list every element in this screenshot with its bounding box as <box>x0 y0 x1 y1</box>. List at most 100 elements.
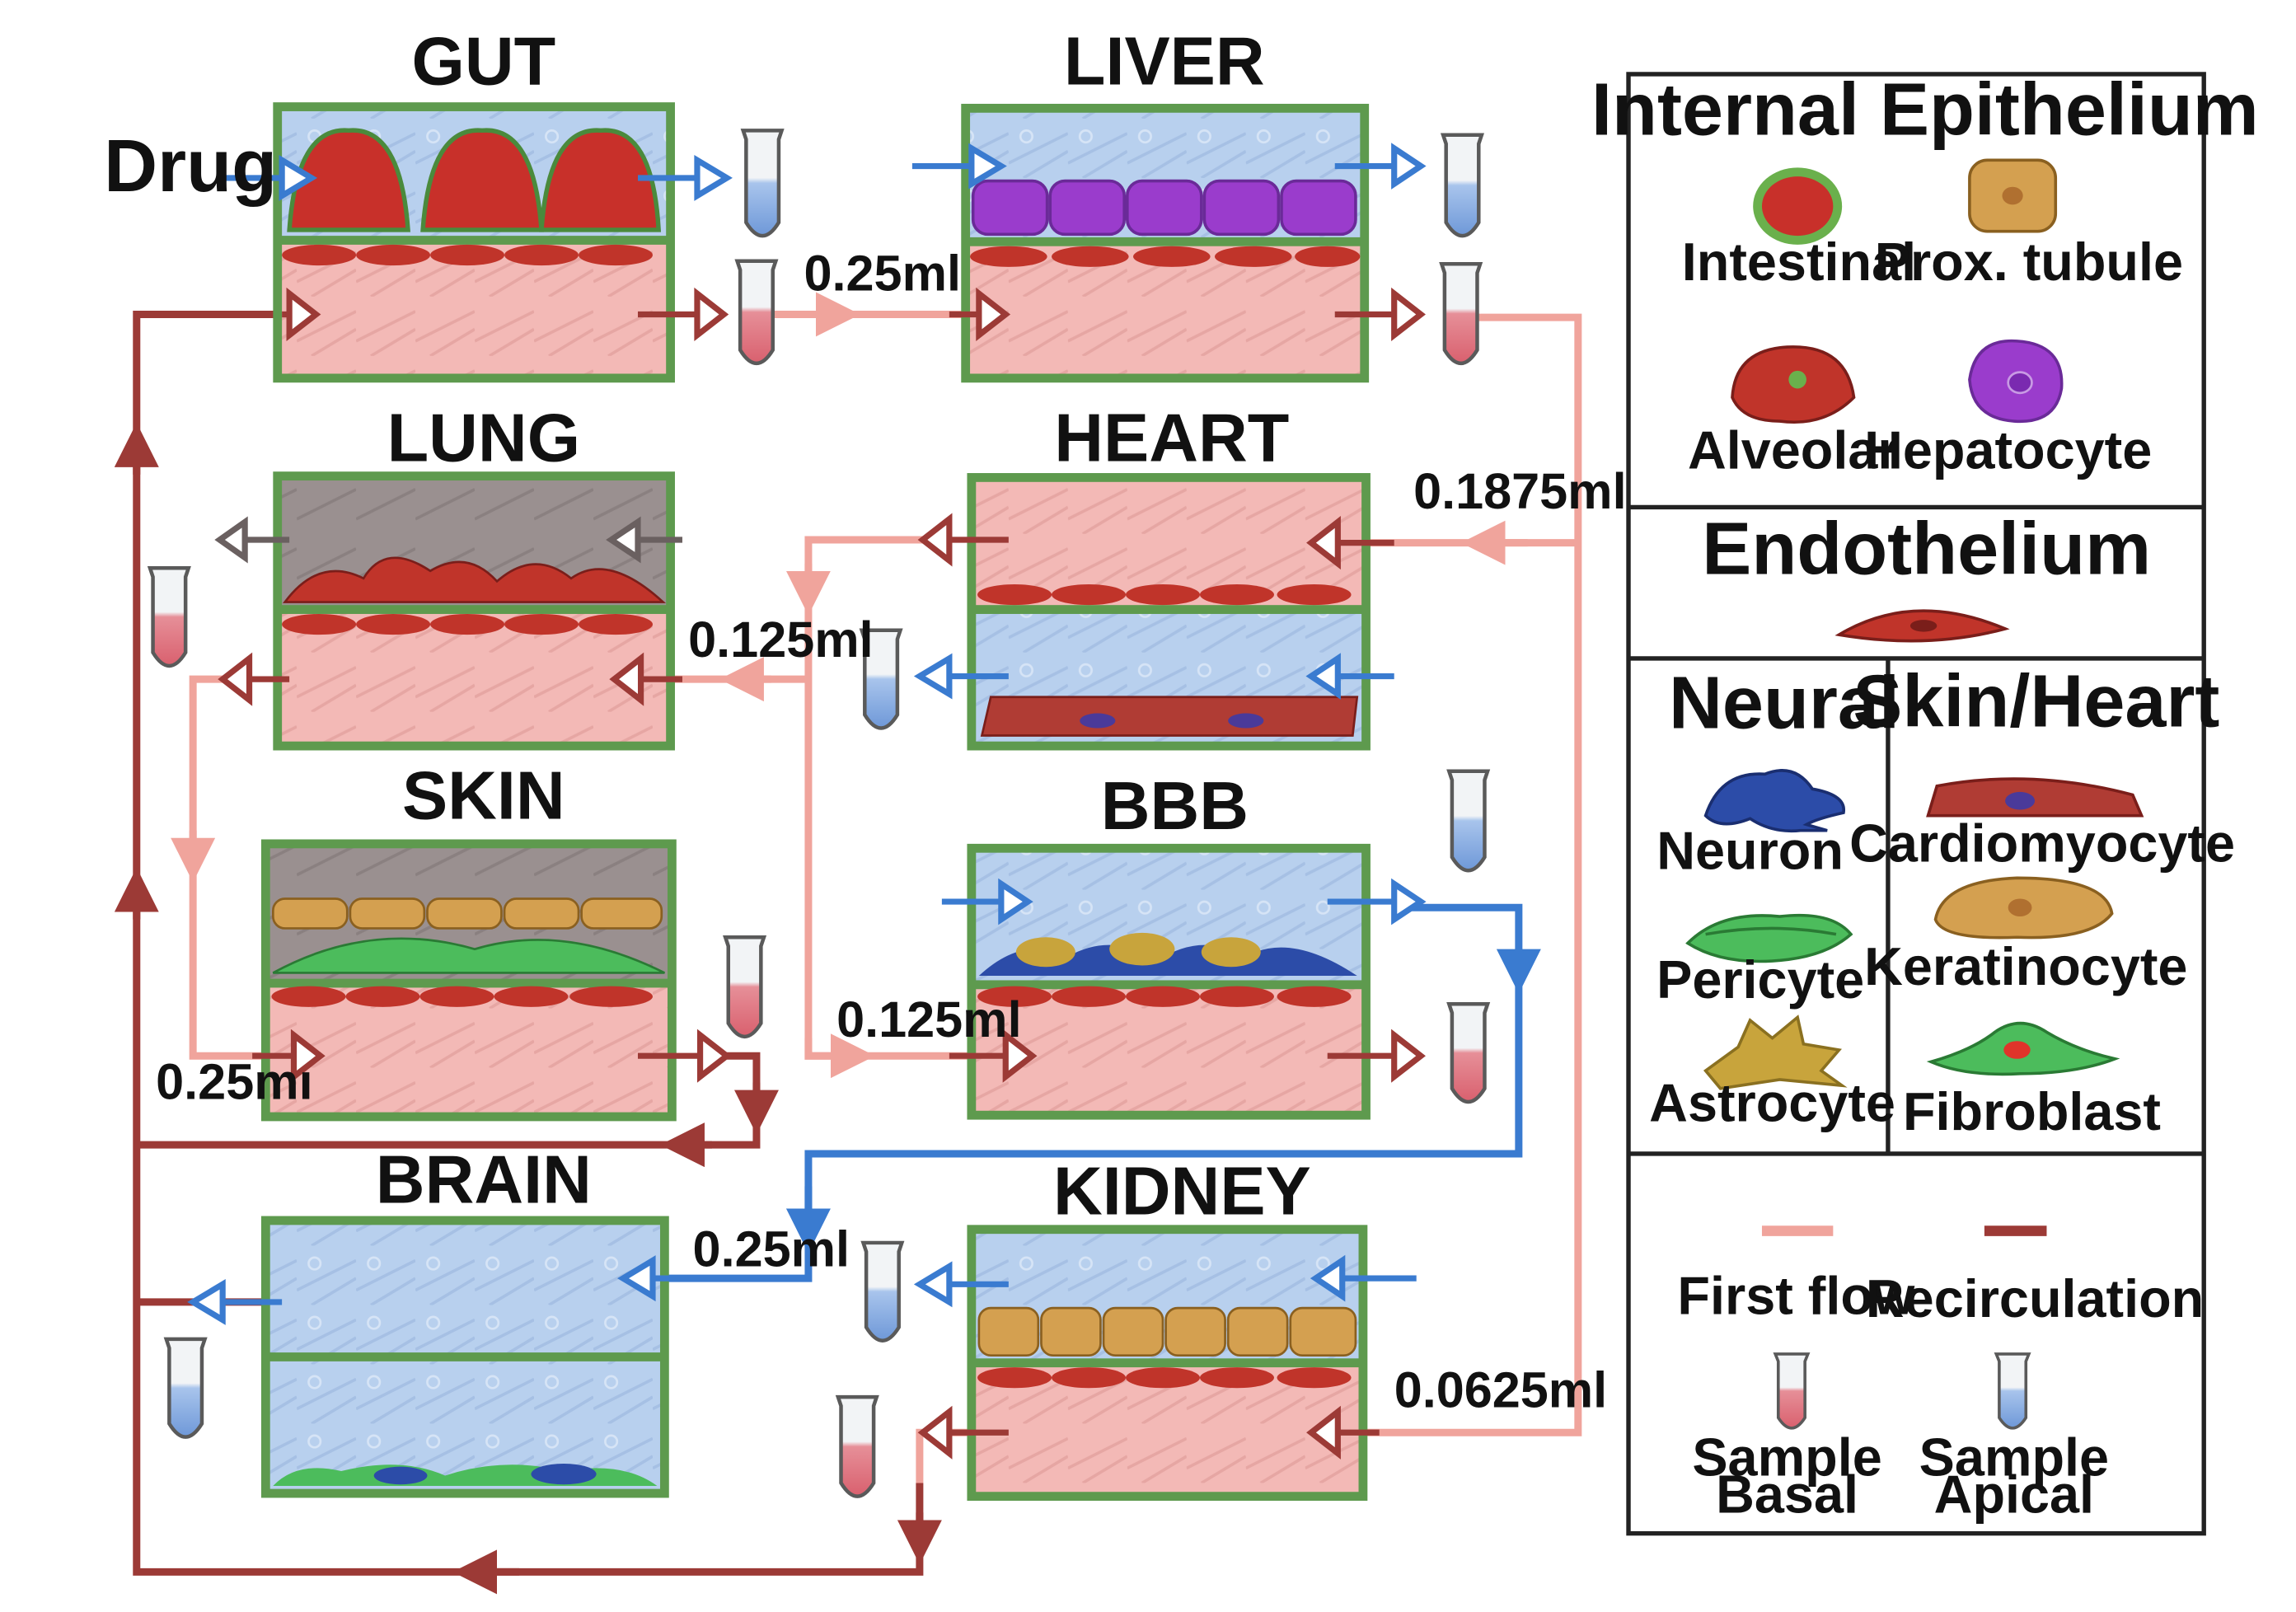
gut-apical-inlet-arrow <box>223 154 318 201</box>
pericyte-cell-icon <box>1685 913 1853 963</box>
liver-basal-chamber <box>970 246 1361 374</box>
liver-basal-inlet-arrow <box>949 287 1011 342</box>
alveolar-layer <box>283 556 667 603</box>
lung-endothelium <box>282 613 653 635</box>
kidney-basal-outlet-arrow <box>917 1405 1009 1460</box>
lung-air-inlet-arrow <box>606 516 682 564</box>
volume-label-gut-liver: 0.25ml <box>804 246 961 302</box>
inlet-outlet-arrows <box>187 143 1427 1460</box>
legend-label-hepatocyte: Hepatocyte <box>1864 420 2152 480</box>
legend-label-prox-tubule: Prox. tubule <box>1875 232 2183 292</box>
brain-lower-chamber <box>269 1361 660 1489</box>
lung-basal-outlet-arrow <box>218 652 290 706</box>
drug-input-label: Drug <box>104 125 277 208</box>
first-flow-heart-out <box>804 536 1009 1060</box>
brain-outlet-arrow <box>187 1278 283 1325</box>
heart-basal-outlet-arrow <box>917 513 1009 567</box>
cardiomyocyte-layer <box>980 696 1359 737</box>
legend-endothelium-title: Endothelium <box>1702 508 2151 590</box>
endothelial-cell-icon <box>1834 609 2010 643</box>
volume-label-bbb: 0.125ml <box>836 991 1021 1047</box>
volume-label-lung: 0.125ml <box>688 612 873 668</box>
legend-label-keratinocyte: Keratinocyte <box>1864 936 2187 996</box>
legend-skin-heart-title: Skin/Heart <box>1853 661 2219 743</box>
chip-lung <box>273 471 675 751</box>
heart-apical-outlet-arrow <box>913 653 1009 700</box>
legend-label-first-flow: First flow <box>1677 1265 1914 1325</box>
liver-apical-outlet-arrow <box>1334 143 1427 190</box>
legend-label-fibroblast: Fibroblast <box>1903 1081 2161 1141</box>
tube-kidney-basal <box>835 1394 879 1498</box>
tube-skin-basal <box>723 935 767 1039</box>
chip-kidney <box>967 1225 1368 1502</box>
organ-title-heart: HEART <box>1054 400 1289 476</box>
organ-title-liver: LIVER <box>1064 23 1265 100</box>
brain-neural-layer <box>273 1464 658 1487</box>
fibroblast-cell-icon <box>1926 1021 2120 1076</box>
gut-basal-inlet-arrow <box>282 287 321 342</box>
skin-basal-inlet-arrow <box>252 1029 326 1083</box>
brain-inlet-arrow <box>617 1255 697 1302</box>
hepatocyte-cell-icon <box>1968 339 2064 424</box>
keratinocyte-layer <box>271 897 663 930</box>
skin-basal-outlet-arrow <box>637 1029 732 1083</box>
lung-basal-chamber <box>282 613 667 742</box>
volume-label-brain: 0.25ml <box>693 1221 850 1277</box>
organ-title-bbb: BBB <box>1101 767 1249 844</box>
organ-title-kidney: KIDNEY <box>1053 1153 1311 1230</box>
organ-title-gut: GUT <box>411 23 555 100</box>
intestinal-villi <box>287 128 662 232</box>
apical-flow-bbb-to-brain <box>652 903 1523 1282</box>
volume-label-skin: 0.25mı <box>156 1053 312 1109</box>
keratinocyte-cell-icon <box>1933 876 2114 940</box>
bbb-apical-inlet-arrow <box>941 878 1033 925</box>
kidney-apical-inlet-arrow <box>1310 1254 1417 1302</box>
gut-basal-chamber <box>282 244 667 374</box>
proximal-tubule-cell-icon <box>1968 158 2058 233</box>
liver-endothelium <box>970 246 1361 267</box>
tube-lung-basal <box>147 565 191 668</box>
organ-title-skin: SKIN <box>402 757 565 833</box>
legend-label-astrocyte: Astrocyte <box>1649 1072 1895 1132</box>
gut-basal-outlet-arrow <box>637 287 729 342</box>
bbb-basal-inlet-arrow <box>949 1029 1038 1083</box>
gut-apical-outlet-arrow <box>637 154 733 201</box>
chip-liver <box>961 103 1370 383</box>
heart-basal-inlet-arrow <box>1306 516 1394 570</box>
legend-tube-basal-icon <box>1773 1352 1811 1430</box>
legend-label-intestinal: Intestinal <box>1682 232 1916 292</box>
skin-basal-chamber <box>269 987 668 1113</box>
neuron-cell-icon <box>1703 769 1845 833</box>
volume-label-kidney: 0.0625ml <box>1394 1362 1608 1418</box>
cardiomyocyte-cell-icon <box>1926 777 2144 818</box>
legend-tube-apical-icon <box>1994 1352 2031 1430</box>
fibroblast-layer <box>272 937 665 974</box>
skin-endothelium <box>271 986 653 1007</box>
chip-bbb <box>967 843 1371 1120</box>
legend-label-neuron: Neuron <box>1656 820 1844 880</box>
tube-liver-basal <box>1439 262 1483 366</box>
legend-label-sample-apical-1: Sample <box>1919 1427 2109 1487</box>
sample-tubes <box>147 129 1491 1498</box>
bbb-basal-outlet-arrow <box>1327 1029 1426 1083</box>
tube-gut-apical <box>740 129 785 238</box>
legend-label-sample-basal-2: Basal <box>1716 1464 1858 1524</box>
proximal-tubule-layer <box>977 1306 1357 1357</box>
legend-label-cardiomyocyte: Cardiomyocyte <box>1849 813 2235 873</box>
chip-brain <box>260 1216 669 1498</box>
chip-skin <box>260 839 677 1122</box>
bbb-apical-outlet-arrow <box>1327 878 1427 925</box>
organ-title-brain: BRAIN <box>376 1141 592 1217</box>
bbb-endothelium <box>977 986 1352 1007</box>
bbb-neural-layer <box>978 932 1357 977</box>
tube-brain <box>163 1337 208 1439</box>
first-flow-liver-trunk <box>1349 313 1582 1436</box>
volume-label-heart: 0.1875ml <box>1413 463 1627 519</box>
tube-liver-apical <box>1440 133 1484 238</box>
liver-basal-outlet-arrow <box>1334 287 1426 342</box>
bbb-basal-chamber <box>976 989 1362 1111</box>
heart-apical-inlet-arrow <box>1305 653 1394 700</box>
organ-title-lung: LUNG <box>387 400 580 476</box>
kidney-apical-outlet-arrow <box>913 1261 1009 1308</box>
